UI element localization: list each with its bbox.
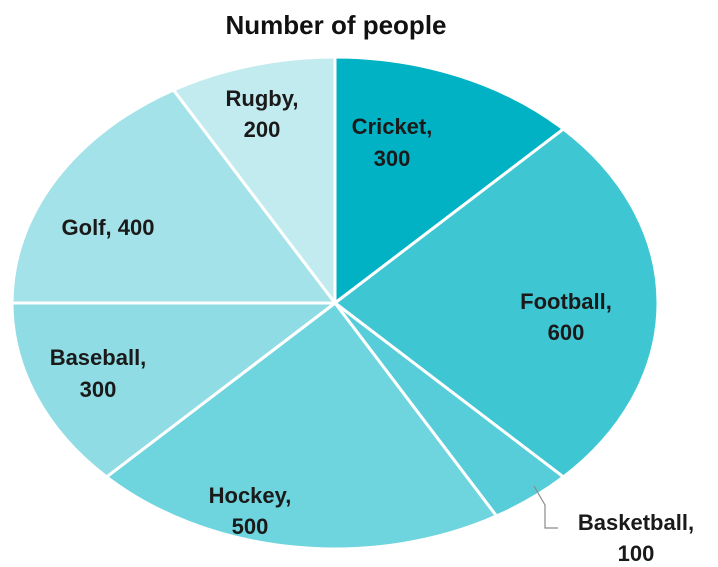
slice-label-rugby: Rugby, 200 [226,86,299,142]
slice-label-basketball: Basketball, 100 [578,510,694,566]
pie-slice-cricket [333,55,565,305]
slice-label-golf: Golf, 400 [62,215,155,240]
slice-labels: Cricket, 300 Football, 600 Basketball, 100 Hoc… [50,86,694,566]
slice-label-cricket: Cricket, 300 [352,114,433,171]
slice-label-baseball: Baseball, 300 [50,345,147,402]
pie-slice-hockey [105,301,498,551]
pie-slice-baseball [10,301,337,479]
slice-label-football: Football, 600 [520,289,612,345]
pie-slices [10,55,660,551]
leader-lines [533,485,558,529]
chart-title: Number of people [225,10,446,40]
pie-slice-football [333,127,660,479]
slice-label-hockey: Hockey, 500 [209,483,292,539]
pie-slice-golf [10,88,337,305]
pie-slice-rugby [172,55,337,305]
leader-line-basketball [533,485,558,529]
